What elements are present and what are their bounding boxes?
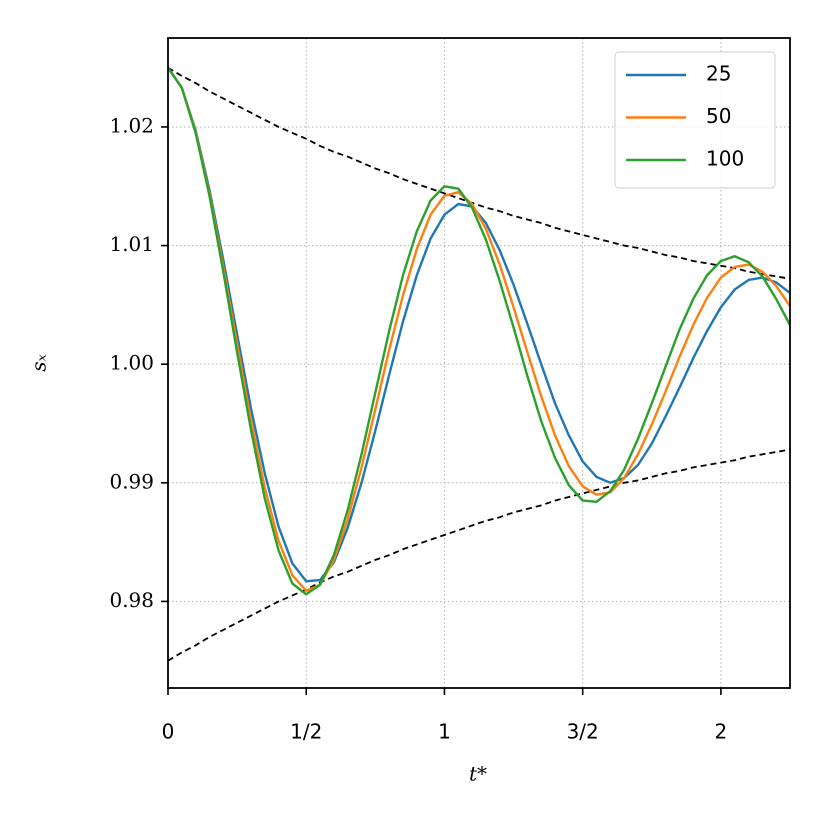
legend-label: 50 [706, 104, 731, 128]
x-tick-label: 0 [162, 720, 175, 744]
y-tick-label: 0.99 [109, 469, 154, 493]
series-line [168, 66, 790, 596]
legend-box [614, 51, 776, 189]
legend-label: 100 [706, 147, 744, 171]
y-tick-label: 1.00 [109, 351, 154, 375]
y-tick-label: 1.01 [109, 232, 154, 256]
x-tick-label: 1/2 [290, 720, 322, 744]
x-tick-label: 1 [438, 720, 451, 744]
envelope-line [168, 448, 790, 662]
legend-label: 25 [706, 62, 731, 86]
y-tick-label: 1.02 [109, 113, 154, 137]
x-tick-label: 2 [715, 720, 728, 744]
x-tick-label: 3/2 [567, 720, 599, 744]
series-line [168, 66, 790, 592]
x-axis-label: t* [469, 762, 487, 786]
envelope-line [168, 66, 790, 280]
plot-frame [167, 37, 791, 689]
y-tick-label: 0.98 [109, 588, 154, 612]
y-axis-label: sₓ [27, 354, 51, 371]
